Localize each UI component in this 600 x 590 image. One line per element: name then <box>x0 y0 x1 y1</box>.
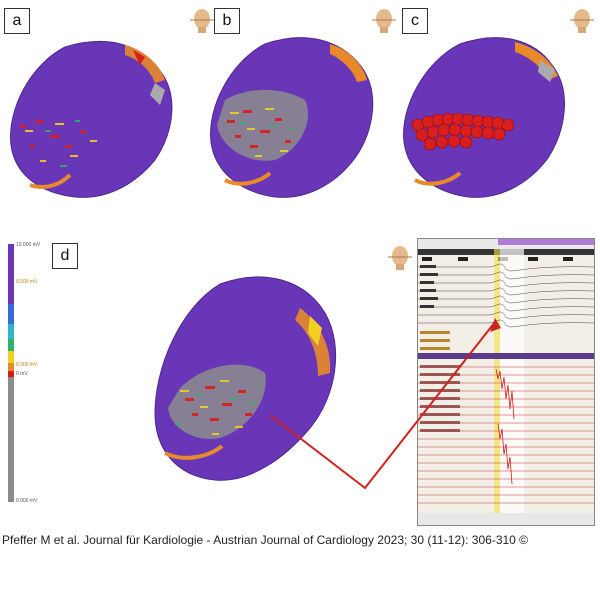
panel-label-d: d <box>52 243 78 269</box>
orientation-head-icon-b <box>372 9 396 33</box>
scale-bottom-label: 0.000 mV <box>16 498 38 504</box>
scale-upper-mid-label: 0.500 mV <box>16 279 38 285</box>
ablation-lesion-markers <box>411 112 515 151</box>
voltage-map-c <box>403 37 565 198</box>
scale-top-label: 10.000 mV <box>16 242 41 248</box>
panel-label-a: a <box>4 8 30 34</box>
electrogram-recording-panel <box>417 238 595 526</box>
voltage-map-d <box>154 276 337 481</box>
orientation-head-icon-c <box>570 9 594 33</box>
orientation-head-icon-a <box>190 9 214 33</box>
scale-zero-label: 0 mV <box>16 371 28 377</box>
voltage-scale-bar <box>8 244 14 502</box>
orientation-head-icon-d <box>388 246 412 270</box>
citation-text: Pfeffer M et al. Journal für Kardiologie… <box>2 533 529 547</box>
scale-lower-mid-label: 0.300 mV <box>16 362 38 368</box>
panel-label-c: c <box>402 8 428 34</box>
voltage-map-b <box>210 37 374 198</box>
voltage-map-a <box>10 41 173 198</box>
panel-label-b: b <box>214 8 240 34</box>
electrogram-traces <box>418 239 594 525</box>
